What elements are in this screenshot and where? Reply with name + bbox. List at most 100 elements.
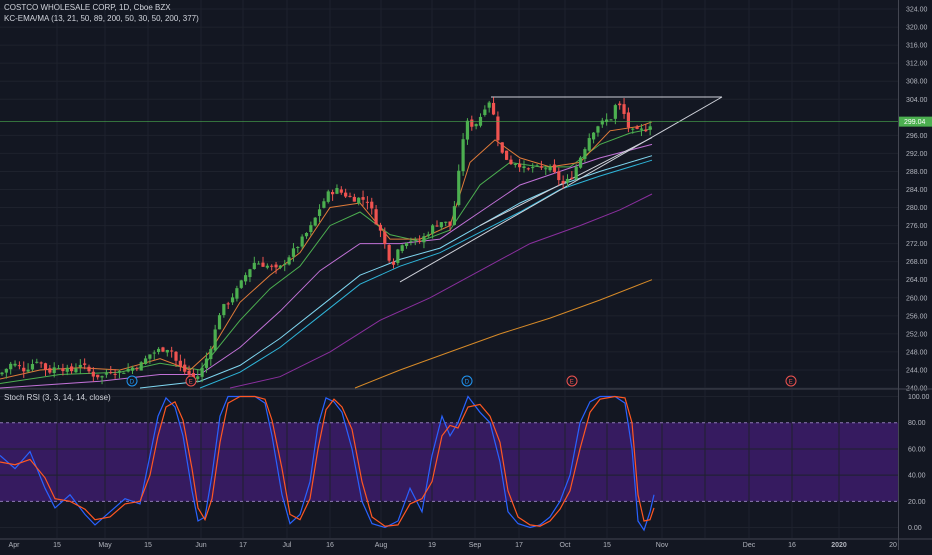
price-tick-label: 308.00: [906, 79, 928, 86]
candle-body: [217, 315, 222, 330]
candle-body: [561, 180, 565, 184]
candle-body: [461, 139, 465, 172]
candle-body: [265, 265, 269, 268]
candle-body: [283, 263, 287, 265]
candle-body: [513, 163, 517, 165]
candle-body: [378, 224, 383, 231]
candle-body: [331, 192, 335, 195]
time-tick-label: 15: [53, 542, 61, 549]
ema89-lower-line: [199, 159, 653, 389]
candle-body: [444, 221, 448, 223]
candle-body: [587, 138, 591, 151]
candle-body: [126, 368, 130, 372]
chart-title: COSTCO WHOLESALE CORP, 1D, Cboe BZX: [4, 3, 171, 12]
candle-body: [339, 189, 343, 193]
time-tick-label: 2020: [831, 542, 847, 549]
candle-body: [326, 191, 330, 202]
candle-body: [91, 371, 95, 377]
trendline: [399, 96, 723, 283]
stoch-rsi-d-line: [0, 395, 655, 527]
time-tick-label: 16: [788, 542, 796, 549]
candle-body: [357, 197, 361, 204]
candle-body: [48, 368, 52, 373]
stoch-rsi-k-line: [0, 395, 655, 532]
rsi-tick-label: 20.00: [908, 499, 926, 506]
current-price-label: 299.04: [904, 119, 926, 126]
time-tick-label: Jun: [195, 542, 206, 549]
candle-body: [557, 171, 561, 181]
candle-body: [413, 239, 417, 241]
candle-body: [78, 364, 82, 368]
candle-body: [170, 350, 174, 352]
candle-body: [648, 126, 652, 130]
candle-body: [9, 363, 13, 370]
candle-body: [335, 188, 339, 194]
earnings-marker-label: E: [789, 380, 793, 386]
time-tick-label: Jul: [283, 542, 292, 549]
candle-body: [35, 361, 39, 363]
candle-body: [618, 103, 622, 106]
candle-body: [322, 201, 326, 208]
price-tick-label: 304.00: [906, 97, 928, 104]
candle-body: [196, 376, 200, 379]
candle-body: [352, 196, 356, 202]
candle-body: [509, 159, 513, 165]
candle-body: [39, 362, 43, 364]
candle-body: [87, 366, 91, 372]
candle-body: [161, 347, 165, 352]
candle-body: [52, 367, 56, 374]
time-tick-label: 15: [603, 542, 611, 549]
candle-body: [178, 360, 182, 367]
candle-body: [244, 275, 248, 282]
candle-body: [17, 365, 21, 367]
candle-body: [213, 329, 217, 351]
candle-body: [96, 374, 100, 378]
candle-body: [248, 269, 252, 278]
candle-body: [270, 265, 274, 267]
candle-body: [400, 245, 404, 251]
candle-body: [570, 177, 574, 180]
price-tick-label: 284.00: [906, 187, 928, 194]
candle-body: [522, 166, 526, 169]
time-tick-label: Aug: [375, 542, 388, 549]
candle-body: [483, 109, 487, 115]
candle-body: [313, 217, 317, 226]
candle-body: [122, 372, 126, 374]
candle-body: [422, 236, 426, 243]
candle-body: [426, 234, 430, 237]
candle-body: [74, 368, 78, 373]
candle-body: [383, 232, 387, 244]
candle-body: [548, 166, 552, 171]
candle-body: [135, 368, 139, 370]
candle-body: [43, 363, 48, 370]
price-tick-label: 272.00: [906, 241, 928, 248]
candle-body: [626, 112, 630, 128]
candle-body: [622, 104, 626, 114]
price-tick-label: 280.00: [906, 205, 928, 212]
candle-body: [574, 166, 578, 180]
dividend-marker-label: D: [465, 380, 470, 386]
candle-body: [187, 370, 191, 376]
ma200-line: [229, 193, 653, 389]
candle-body: [183, 364, 187, 372]
time-tick-label: 20: [889, 542, 897, 549]
candle-body: [600, 120, 604, 125]
earnings-marker: [185, 375, 197, 387]
price-tick-label: 276.00: [906, 223, 928, 230]
candle-body: [317, 209, 322, 216]
candle-body: [56, 368, 61, 370]
candle-body: [130, 367, 135, 371]
candle-body: [143, 358, 148, 364]
candle-body: [526, 168, 530, 170]
time-tick-label: 16: [326, 542, 334, 549]
candle-body: [592, 132, 596, 140]
candle-body: [83, 363, 87, 365]
earnings-marker-label: E: [570, 380, 574, 386]
candle-body: [374, 209, 378, 225]
candle-body: [596, 126, 600, 133]
price-tick-label: 268.00: [906, 259, 928, 266]
candle-body: [152, 352, 156, 354]
candle-body: [304, 232, 309, 237]
